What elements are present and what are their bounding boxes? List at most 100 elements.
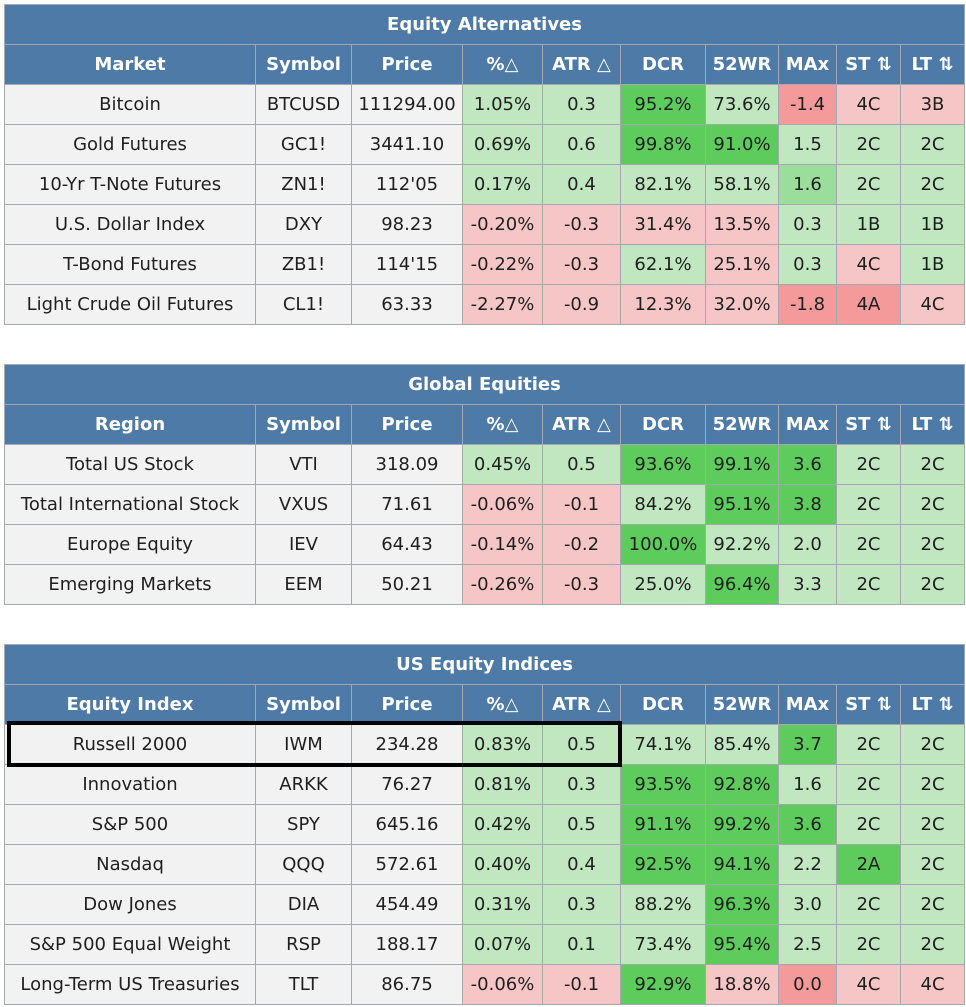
row-max: 1.5 — [778, 124, 837, 165]
col-header-max: MAx — [778, 404, 837, 445]
table-row: U.S. Dollar Index DXY 98.23 -0.20% -0.3 … — [4, 204, 966, 245]
table-row: S&P 500 Equal Weight RSP 188.17 0.07% 0.… — [4, 924, 966, 965]
row-symbol: VXUS — [255, 484, 352, 525]
row-max: 1.6 — [778, 764, 837, 805]
row-name: S&P 500 — [4, 804, 256, 845]
row-dcr: 82.1% — [620, 164, 706, 205]
row-symbol: SPY — [255, 804, 352, 845]
row-lt: 4C — [899, 284, 966, 325]
row-name: 10-Yr T-Note Futures — [4, 164, 256, 205]
row-pct-change: 0.45% — [462, 444, 543, 485]
row-52wr: 25.1% — [705, 244, 779, 285]
col-header-atr-change: ATR △ — [542, 684, 621, 725]
col-header-symbol: Symbol — [255, 684, 352, 725]
row-st: 2C — [836, 804, 901, 845]
row-pct-change: -0.06% — [462, 964, 543, 1005]
row-name: U.S. Dollar Index — [4, 204, 256, 245]
section-title: US Equity Indices — [3, 644, 966, 685]
row-name: S&P 500 Equal Weight — [4, 924, 256, 965]
row-price: 64.43 — [351, 524, 463, 565]
table-row: Gold Futures GC1! 3441.10 0.69% 0.6 99.8… — [4, 124, 966, 165]
row-dcr: 74.1% — [620, 724, 706, 765]
col-header-52wr: 52WR — [705, 44, 779, 85]
row-lt: 2C — [899, 484, 966, 525]
col-header-dcr: DCR — [620, 44, 706, 85]
row-52wr: 92.8% — [705, 764, 779, 805]
row-52wr: 91.0% — [705, 124, 779, 165]
row-symbol: QQQ — [255, 844, 352, 885]
col-header-atr-change: ATR △ — [542, 404, 621, 445]
row-52wr: 96.3% — [705, 884, 779, 925]
row-max: 3.7 — [778, 724, 837, 765]
equity-alternatives-table: Equity Alternatives Market Symbol Price … — [3, 4, 966, 325]
row-name: Long-Term US Treasuries — [4, 964, 256, 1005]
row-dcr: 12.3% — [620, 284, 706, 325]
row-st: 4C — [836, 244, 901, 285]
col-header-pct-change: %△ — [462, 684, 543, 725]
row-dcr: 92.5% — [620, 844, 706, 885]
table-row: Russell 2000 IWM 234.28 0.83% 0.5 74.1% … — [4, 724, 966, 765]
row-max: 0.3 — [778, 244, 837, 285]
global-equities-section: Global Equities Region Symbol Price %△ A… — [3, 364, 966, 605]
row-max: -1.4 — [778, 84, 837, 125]
row-name: Emerging Markets — [4, 564, 256, 605]
table-row: Dow Jones DIA 454.49 0.31% 0.3 88.2% 96.… — [4, 884, 966, 925]
row-symbol: ZB1! — [255, 244, 352, 285]
table-row: S&P 500 SPY 645.16 0.42% 0.5 91.1% 99.2%… — [4, 804, 966, 845]
row-symbol: GC1! — [255, 124, 352, 165]
row-dcr: 99.8% — [620, 124, 706, 165]
row-price: 71.61 — [351, 484, 463, 525]
row-price: 234.28 — [351, 724, 463, 765]
row-max: 0.3 — [778, 204, 837, 245]
row-atr-change: -0.1 — [542, 484, 621, 525]
row-dcr: 31.4% — [620, 204, 706, 245]
row-52wr: 96.4% — [705, 564, 779, 605]
row-symbol: BTCUSD — [255, 84, 352, 125]
row-st: 2A — [836, 844, 901, 885]
row-price: 318.09 — [351, 444, 463, 485]
table-row: 10-Yr T-Note Futures ZN1! 112'05 0.17% 0… — [4, 164, 966, 205]
row-symbol: DXY — [255, 204, 352, 245]
row-lt: 2C — [899, 164, 966, 205]
row-price: 111294.00 — [351, 84, 463, 125]
col-header-price: Price — [351, 684, 463, 725]
row-atr-change: -0.3 — [542, 564, 621, 605]
table-row: Europe Equity IEV 64.43 -0.14% -0.2 100.… — [4, 524, 966, 565]
row-lt: 2C — [899, 884, 966, 925]
row-52wr: 92.2% — [705, 524, 779, 565]
col-header-st: ST ⇅ — [836, 44, 901, 85]
row-st: 2C — [836, 724, 901, 765]
col-header-52wr: 52WR — [705, 404, 779, 445]
row-dcr: 93.6% — [620, 444, 706, 485]
col-header-lt: LT ⇅ — [899, 404, 966, 445]
row-price: 86.75 — [351, 964, 463, 1005]
row-dcr: 95.2% — [620, 84, 706, 125]
row-atr-change: 0.3 — [542, 884, 621, 925]
row-symbol: ZN1! — [255, 164, 352, 205]
row-lt: 3B — [899, 84, 966, 125]
table-row: Bitcoin BTCUSD 111294.00 1.05% 0.3 95.2%… — [4, 84, 966, 125]
row-max: 0.0 — [778, 964, 837, 1005]
row-lt: 2C — [899, 444, 966, 485]
row-price: 112'05 — [351, 164, 463, 205]
row-atr-change: 0.3 — [542, 764, 621, 805]
row-pct-change: 0.81% — [462, 764, 543, 805]
row-st: 2C — [836, 764, 901, 805]
col-header-price: Price — [351, 404, 463, 445]
row-symbol: CL1! — [255, 284, 352, 325]
row-atr-change: -0.1 — [542, 964, 621, 1005]
row-max: 3.3 — [778, 564, 837, 605]
row-52wr: 58.1% — [705, 164, 779, 205]
row-pct-change: 0.07% — [462, 924, 543, 965]
table-row: Light Crude Oil Futures CL1! 63.33 -2.27… — [4, 284, 966, 325]
row-52wr: 99.2% — [705, 804, 779, 845]
table-row: T-Bond Futures ZB1! 114'15 -0.22% -0.3 6… — [4, 244, 966, 285]
row-pct-change: -2.27% — [462, 284, 543, 325]
row-lt: 2C — [899, 724, 966, 765]
row-st: 2C — [836, 924, 901, 965]
row-pct-change: -0.26% — [462, 564, 543, 605]
row-price: 98.23 — [351, 204, 463, 245]
row-atr-change: -0.3 — [542, 244, 621, 285]
row-symbol: VTI — [255, 444, 352, 485]
table-row: Long-Term US Treasuries TLT 86.75 -0.06%… — [4, 964, 966, 1005]
